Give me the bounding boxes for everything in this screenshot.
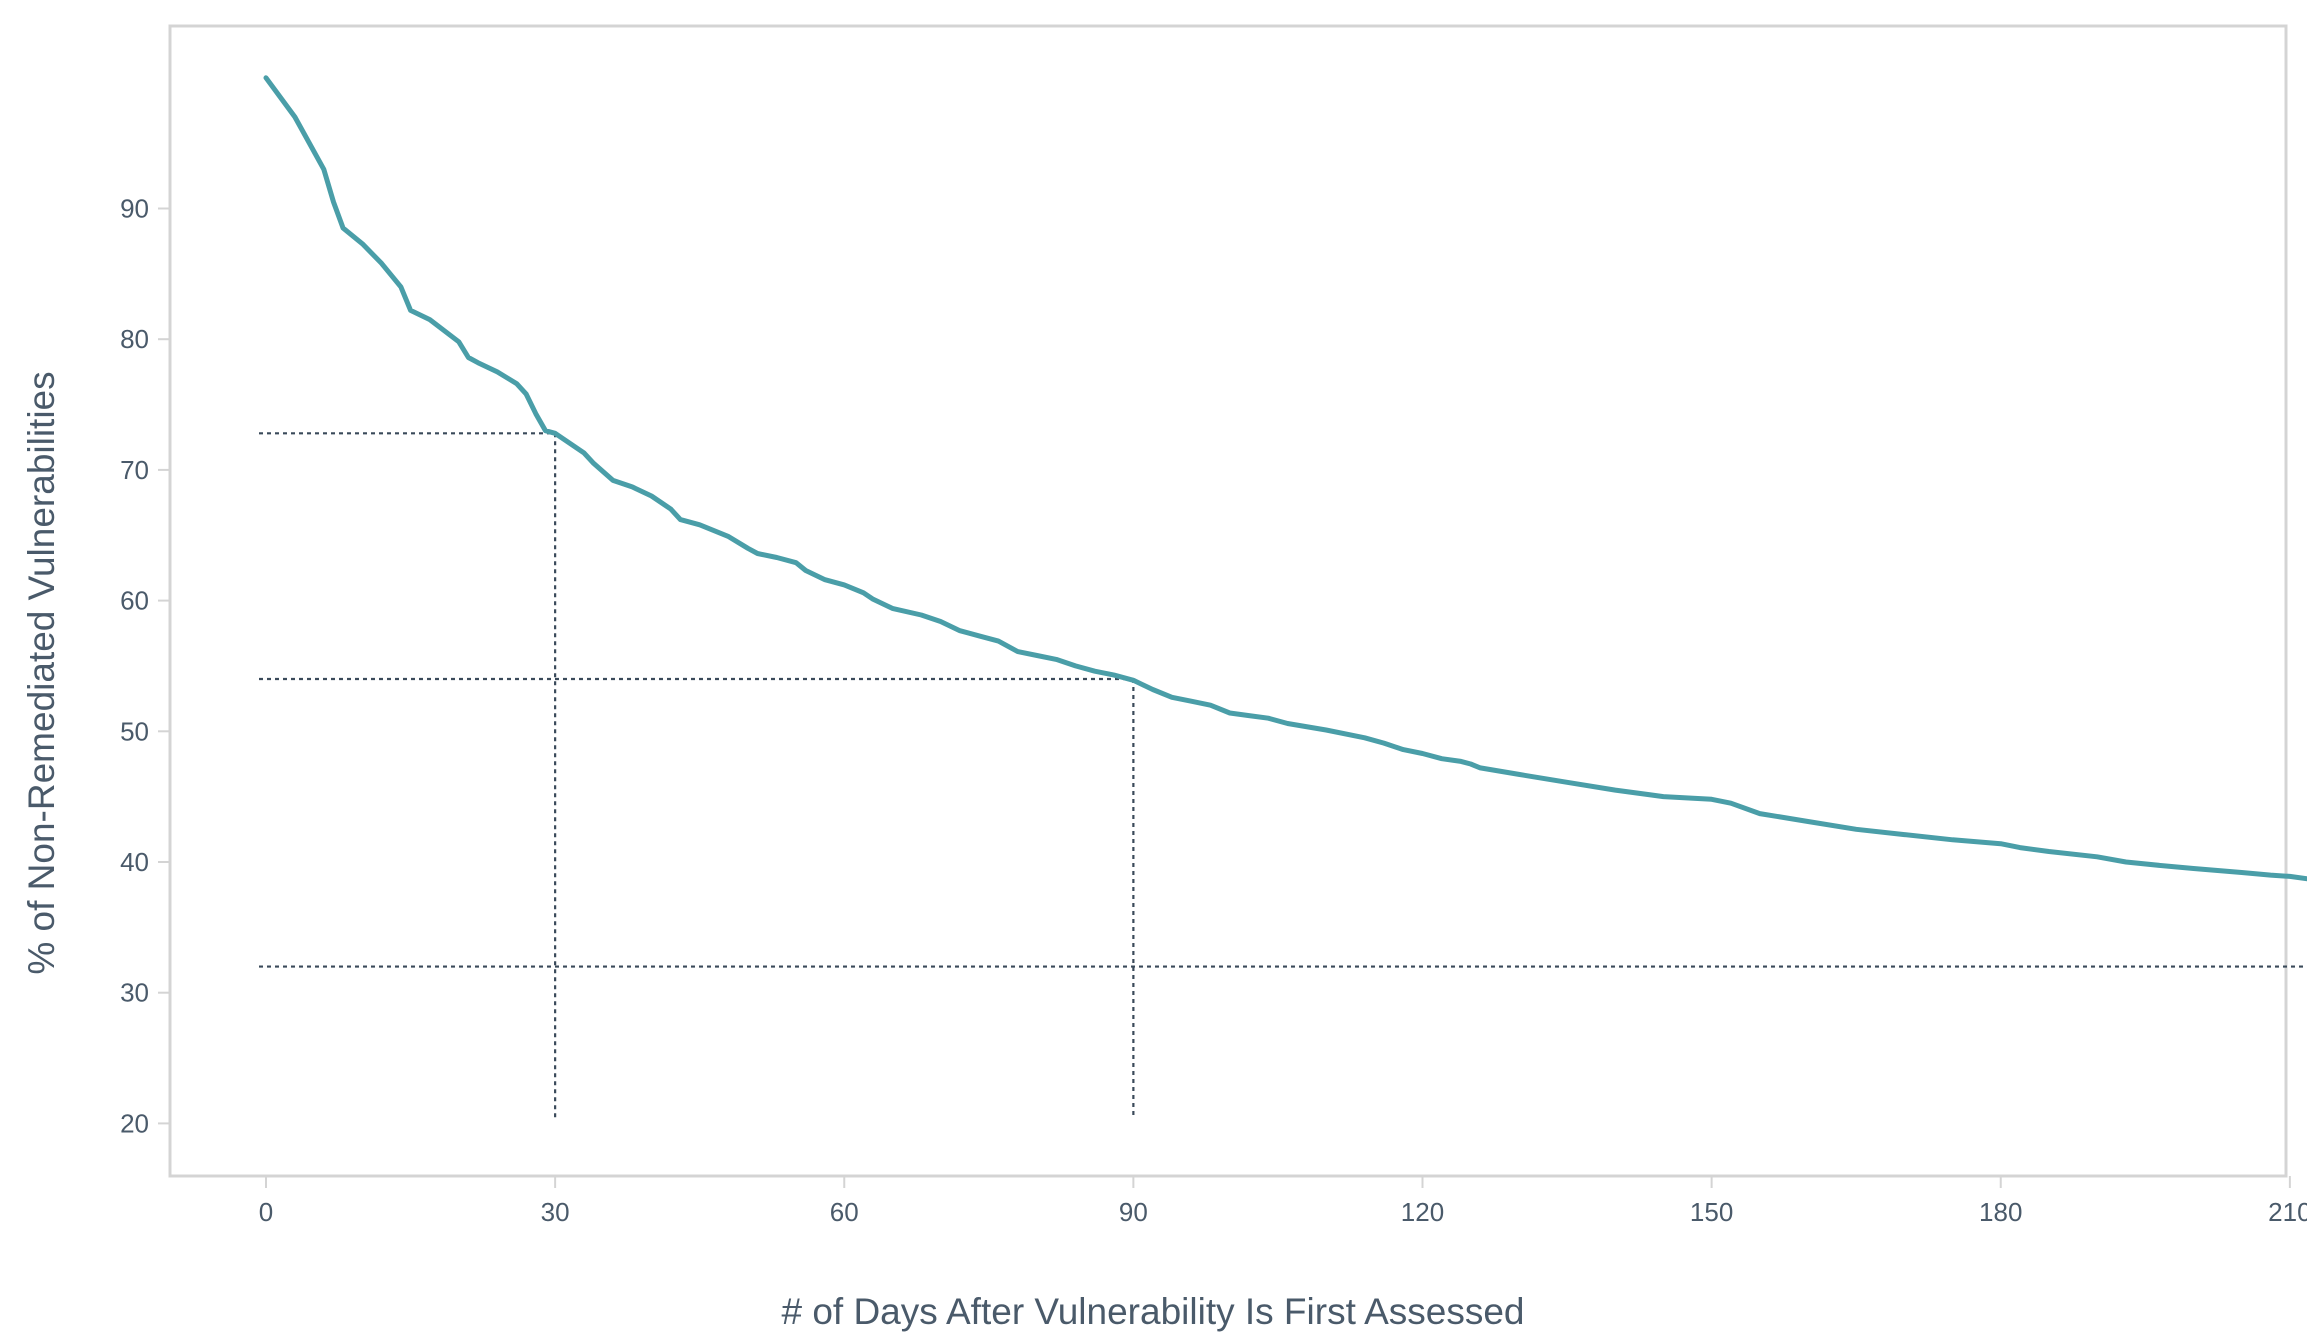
y-tick-label: 20	[120, 1108, 149, 1138]
x-tick-label: 150	[1690, 1197, 1733, 1227]
reference-lines	[259, 432, 2307, 1118]
remediation-curve	[263, 75, 2307, 882]
plot-frame	[168, 24, 2288, 1178]
x-axis: 0306090120150180210240270300330360390	[259, 1176, 2307, 1227]
x-axis-title: # of Days After Vulnerability Is First A…	[781, 1291, 1524, 1332]
x-tick-label: 60	[830, 1197, 859, 1227]
y-tick-label: 90	[120, 194, 149, 224]
y-tick-label: 70	[120, 455, 149, 485]
y-tick-label: 60	[120, 586, 149, 616]
y-axis-title: % of Non-Remediated Vulnerabilities	[21, 371, 62, 974]
x-tick-label: 0	[259, 1197, 273, 1227]
y-tick-label: 80	[120, 324, 149, 354]
x-tick-label: 210	[2268, 1197, 2307, 1227]
x-tick-label: 120	[1401, 1197, 1444, 1227]
x-tick-label: 30	[541, 1197, 570, 1227]
y-axis: 20 30 40 50 60 70 80 90	[120, 194, 170, 1138]
y-tick-label: 50	[120, 716, 149, 746]
x-tick-label: 180	[1979, 1197, 2022, 1227]
x-tick-label: 90	[1119, 1197, 1148, 1227]
y-tick-label: 40	[120, 847, 149, 877]
y-tick-label: 30	[120, 978, 149, 1008]
